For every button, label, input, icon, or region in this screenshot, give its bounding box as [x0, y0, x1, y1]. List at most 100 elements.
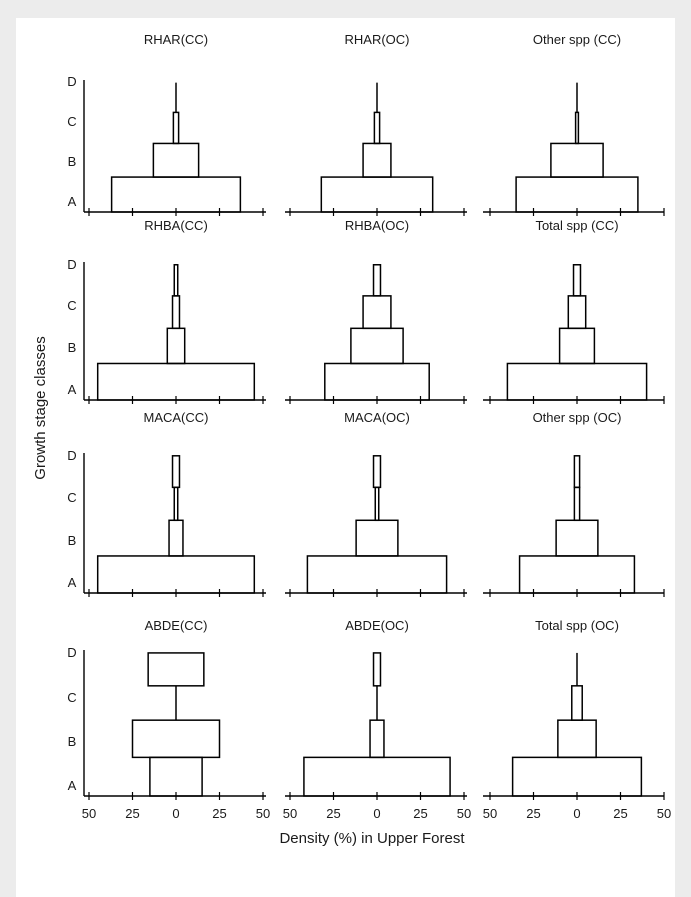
stage-bar — [362, 142, 392, 178]
figure-frame: Growth stage classes Density (%) in Uppe… — [16, 18, 675, 897]
panel-title: RHBA(OC) — [345, 218, 409, 233]
stage-bar — [573, 455, 581, 489]
stage-bar — [362, 295, 392, 330]
stage-bar — [515, 176, 639, 213]
stage-label: B — [68, 533, 77, 548]
panel-title: Total spp (CC) — [535, 218, 618, 233]
y-axis-label: Growth stage classes — [32, 336, 49, 479]
stage-label: A — [68, 778, 77, 793]
x-axis-label: Density (%) in Upper Forest — [279, 830, 465, 847]
panel-abde-cc: ABDE(CC) A B C D 50 25 0 25 50 — [67, 618, 270, 821]
stage-bar — [324, 362, 430, 401]
x-tick-label: 50 — [256, 806, 270, 821]
x-tick-label: 50 — [483, 806, 497, 821]
stage-bar — [369, 719, 385, 759]
panel-rhba-oc: RHBA(OC) — [285, 218, 467, 404]
stage-label: C — [67, 114, 76, 129]
x-tick-label: 50 — [457, 806, 471, 821]
panel-other-spp-oc: Other spp (OC) — [483, 410, 665, 597]
panel-other-spp-cc: Other spp (CC) — [483, 32, 665, 216]
stage-bar — [171, 455, 181, 489]
panel-maca-oc: MACA(OC) — [285, 410, 467, 597]
x-tick-label: 50 — [82, 806, 96, 821]
panel-maca-cc: MACA(CC) A B C D — [67, 410, 266, 597]
panel-title: ABDE(CC) — [145, 618, 208, 633]
panel-abde-oc: ABDE(OC) 50 25 0 25 50 — [283, 618, 471, 821]
panel-title: Other spp (OC) — [533, 410, 622, 425]
stage-label: B — [68, 154, 77, 169]
stage-bar — [96, 362, 256, 401]
stage-bar — [555, 519, 599, 557]
stage-bar — [574, 111, 580, 145]
stage-bar — [173, 264, 179, 297]
stage-bar — [571, 685, 583, 721]
panel-title: RHBA(CC) — [144, 218, 208, 233]
stage-label: C — [67, 490, 76, 505]
stage-bar — [372, 264, 382, 297]
x-tick-label: 25 — [613, 806, 627, 821]
stage-bar — [306, 555, 448, 594]
stage-bar — [511, 756, 643, 797]
stage-bar — [303, 756, 451, 797]
stage-bar — [173, 486, 179, 522]
x-tick-label: 25 — [326, 806, 340, 821]
panels-group: RHAR(CC) A B C D RHAR(OC) Other spp (CC) RHBA(C… — [67, 32, 671, 821]
stage-bar — [96, 555, 256, 594]
stage-bar — [147, 652, 205, 687]
x-tick-label: 0 — [573, 806, 580, 821]
stage-bar — [572, 264, 582, 297]
stage-bar — [372, 455, 382, 489]
chart-svg: Growth stage classes Density (%) in Uppe… — [32, 32, 671, 847]
panel-title: ABDE(OC) — [345, 618, 409, 633]
stage-bar — [372, 652, 382, 687]
stage-bar — [172, 111, 180, 145]
x-tick-label: 25 — [125, 806, 139, 821]
stage-bar — [355, 519, 399, 557]
stage-label: D — [67, 645, 76, 660]
x-tick-label: 25 — [212, 806, 226, 821]
stage-label: A — [68, 575, 77, 590]
x-tick-label: 25 — [526, 806, 540, 821]
panel-title: RHAR(OC) — [345, 32, 410, 47]
stage-bar — [557, 719, 597, 759]
panel-total-spp-cc: Total spp (CC) — [483, 218, 665, 404]
stage-label: A — [68, 382, 77, 397]
panel-rhar-oc: RHAR(OC) — [285, 32, 467, 216]
panel-title: Other spp (CC) — [533, 32, 621, 47]
stage-label: D — [67, 448, 76, 463]
stage-bar — [149, 756, 203, 797]
stage-label: D — [67, 74, 76, 89]
x-tick-label: 0 — [373, 806, 380, 821]
stage-bar — [558, 327, 596, 365]
x-tick-label: 0 — [172, 806, 179, 821]
x-tick-label: 25 — [413, 806, 427, 821]
stage-bar — [573, 486, 581, 522]
stage-label: A — [68, 194, 77, 209]
stage-bar — [152, 142, 200, 178]
stage-bar — [171, 295, 181, 330]
panel-rhar-cc: RHAR(CC) A B C D — [67, 32, 266, 216]
stage-bar — [518, 555, 636, 594]
stage-bar — [567, 295, 587, 330]
stage-bar — [168, 519, 184, 557]
panel-title: MACA(OC) — [344, 410, 410, 425]
panel-title: RHAR(CC) — [144, 32, 208, 47]
stage-label: B — [68, 734, 77, 749]
panel-rhba-cc: RHBA(CC) A B C D — [67, 218, 266, 404]
stage-bar — [110, 176, 242, 213]
stage-bar — [320, 176, 434, 213]
panel-total-spp-oc: Total spp (OC) 50 25 0 25 50 — [483, 618, 671, 821]
panel-title: Total spp (OC) — [535, 618, 619, 633]
stage-bar — [350, 327, 404, 365]
stage-bar — [166, 327, 186, 365]
stage-label: C — [67, 690, 76, 705]
stage-label: D — [67, 257, 76, 272]
stage-bar — [550, 142, 604, 178]
stage-label: C — [67, 298, 76, 313]
panel-title: MACA(CC) — [144, 410, 209, 425]
stage-bar — [131, 719, 221, 759]
x-tick-label: 50 — [657, 806, 671, 821]
stage-bar — [374, 486, 380, 522]
stage-bar — [373, 111, 381, 145]
stage-label: B — [68, 340, 77, 355]
